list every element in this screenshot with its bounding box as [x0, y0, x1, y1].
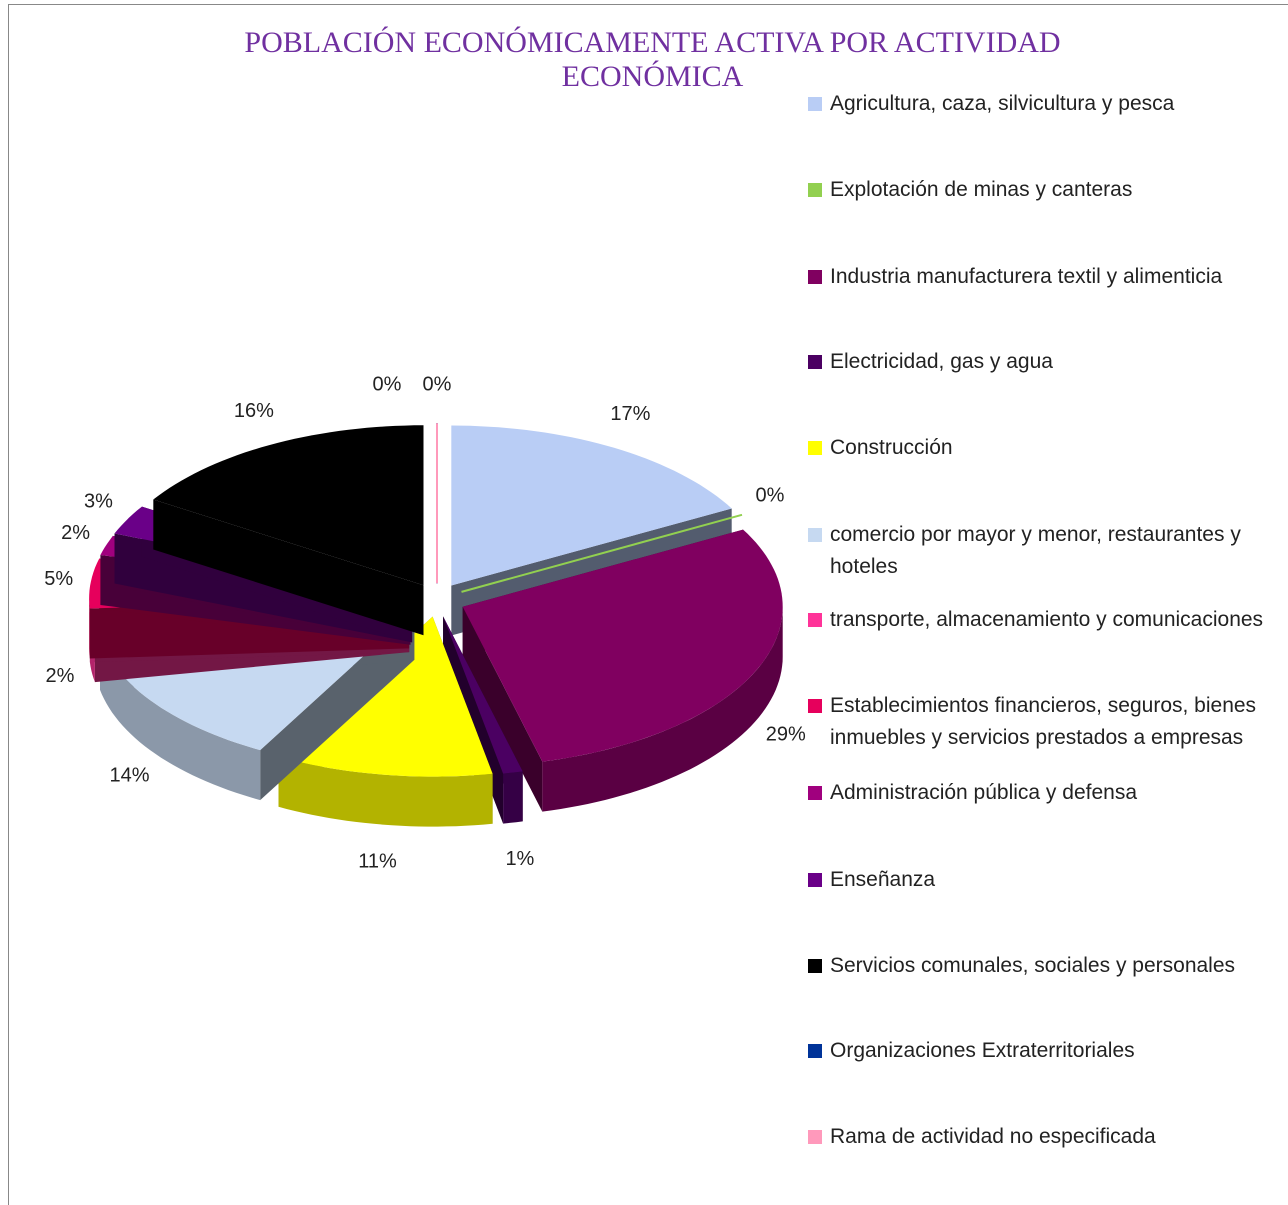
data-label: 2%	[46, 665, 75, 687]
legend-item: Enseñanza	[808, 864, 1268, 896]
legend-label: Administración pública y defensa	[830, 781, 1138, 804]
legend-swatch	[808, 959, 822, 973]
data-label: 0%	[756, 485, 785, 507]
data-label: 1%	[505, 848, 534, 870]
slice-wall	[100, 639, 261, 801]
legend-swatch	[808, 355, 822, 369]
legend-item: Rama de actividad no especificada	[808, 1121, 1268, 1153]
data-label: 29%	[766, 724, 806, 746]
data-label: 17%	[610, 403, 650, 425]
legend-item: Organizaciones Extraterritoriales	[808, 1035, 1268, 1067]
slice-top	[461, 513, 743, 593]
data-label: 11%	[358, 851, 397, 873]
data-label: 3%	[84, 491, 113, 513]
legend-label: Industria manufacturera textil y aliment…	[830, 265, 1223, 288]
legend-item: Explotación de minas y canteras	[808, 174, 1268, 206]
legend-item: transporte, almacenamiento y comunicacio…	[808, 604, 1268, 636]
chart-title: POBLACIÓN ECONÓMICAMENTE ACTIVA POR ACTI…	[244, 26, 1061, 93]
legend-swatch	[808, 270, 822, 284]
chart-border	[8, 4, 1288, 1205]
legend-label: Servicios comunales, sociales y personal…	[830, 954, 1236, 977]
legend-item: Industria manufacturera textil y aliment…	[808, 261, 1268, 293]
slice-top	[462, 529, 783, 762]
legend-item: Establecimientos financieros, seguros, b…	[808, 690, 1268, 754]
slice-top	[451, 425, 732, 586]
pie-slice	[153, 425, 424, 636]
legend-swatch	[808, 528, 822, 542]
legend-label: Enseñanza	[830, 868, 936, 891]
slice-wall	[89, 598, 90, 659]
legend-item: Construcción	[808, 432, 1268, 464]
legend-swatch	[808, 97, 822, 111]
data-label: 16%	[234, 400, 274, 422]
legend-swatch	[808, 441, 822, 455]
slice-side	[153, 499, 424, 636]
data-label: 0%	[423, 373, 452, 395]
legend-swatch	[808, 786, 822, 800]
legend-label: transporte, almacenamiento y comunicacio…	[830, 608, 1264, 631]
data-label: 14%	[110, 765, 150, 787]
legend-label: Rama de actividad no especificada	[830, 1125, 1156, 1148]
pie-slice	[462, 529, 783, 812]
slice-wall	[278, 756, 493, 827]
pie-slice	[461, 513, 743, 593]
slice-wall	[542, 606, 783, 812]
slice-side	[462, 606, 543, 812]
legend-label: Construcción	[830, 436, 953, 459]
legend-swatch	[808, 613, 822, 627]
legend-label: Agricultura, caza, silvicultura y pesca	[830, 92, 1175, 115]
slice-top	[443, 616, 523, 774]
data-label: 5%	[44, 568, 73, 590]
legend-swatch	[808, 873, 822, 887]
legend-swatch	[808, 1044, 822, 1058]
legend-swatch	[808, 699, 822, 713]
legend-item: Agricultura, caza, silvicultura y pesca	[808, 88, 1268, 120]
slice-top	[153, 425, 424, 586]
legend-label: Electricidad, gas y agua	[830, 350, 1053, 373]
data-label: 2%	[61, 522, 90, 544]
legend-item: Servicios comunales, sociales y personal…	[808, 950, 1268, 982]
legend-label: Organizaciones Extraterritoriales	[830, 1039, 1135, 1062]
legend-label: Explotación de minas y canteras	[830, 178, 1133, 201]
slice-top	[278, 616, 493, 777]
slice-wall	[503, 771, 523, 824]
legend-label: comercio por mayor y menor, restaurantes…	[830, 523, 1241, 578]
legend-label: Establecimientos financieros, seguros, b…	[830, 694, 1257, 749]
legend-item: comercio por mayor y menor, restaurantes…	[808, 519, 1268, 583]
legend-item: Electricidad, gas y agua	[808, 346, 1268, 378]
legend-swatch	[808, 183, 822, 197]
legend-swatch	[808, 1130, 822, 1144]
legend-item: Administración pública y defensa	[808, 777, 1268, 809]
data-label: 0%	[373, 373, 402, 395]
